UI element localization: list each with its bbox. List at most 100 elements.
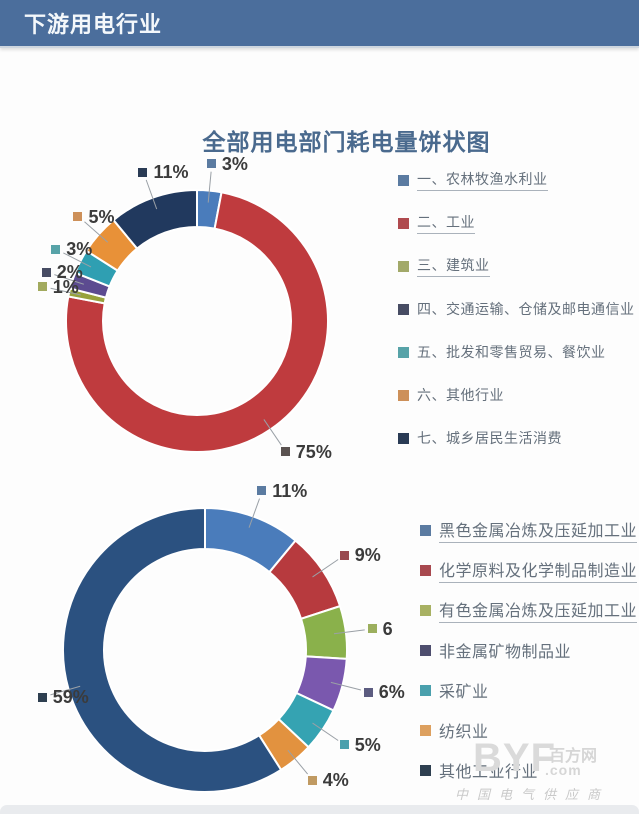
legend-label: 采矿业: [439, 684, 489, 701]
legend-industry-breakdown: 黑色金属冶炼及压延加工业 化学原料及化学制品制造业 有色金属冶炼及压延加工业 非…: [420, 520, 639, 800]
slice-label-marker: [206, 159, 216, 169]
legend-label: 五、批发和零售贸易、餐饮业: [417, 344, 606, 360]
leader-line: [207, 171, 212, 203]
slice-label-text: 59%: [52, 687, 89, 708]
slice-label: 75%: [280, 441, 332, 462]
pie-slice: [65, 191, 329, 453]
legend-item: 七、城乡居民生活消费: [398, 428, 639, 448]
legend-swatch: [398, 346, 409, 358]
slice-label-text: 11%: [153, 162, 189, 183]
legend-item: 有色金属冶炼及压延加工业: [420, 597, 639, 623]
slice-label-text: 9%: [354, 545, 381, 565]
legend-label: 四、交通运输、仓储及邮电通信业: [417, 301, 635, 317]
slice-label-text: 5%: [354, 734, 381, 755]
donut-chart-1-canvas: [50, 171, 329, 453]
legend-swatch: [398, 303, 409, 315]
slice-label-text: 75%: [295, 441, 332, 462]
slice-label: 59%: [37, 687, 89, 708]
legend-item: 六、其他行业: [398, 385, 639, 405]
leader-line: [145, 179, 158, 210]
pie-slice: [62, 506, 283, 793]
leader-line: [84, 221, 109, 243]
slice-label-text: 11%: [272, 480, 308, 501]
next-card-edge: [0, 805, 639, 814]
slice-label: 6: [367, 618, 393, 639]
slice-label-text: 6: [382, 618, 393, 639]
slice-label: 3%: [206, 155, 248, 173]
leader-line: [312, 722, 339, 741]
slice-label: 9%: [339, 545, 381, 565]
legend-swatch: [398, 174, 409, 186]
slice-label-text: 6%: [378, 682, 405, 703]
legend-item: 二、工业: [398, 212, 639, 234]
legend-label: 黑色金属冶炼及压延加工业: [439, 517, 638, 543]
slice-label-marker: [37, 692, 47, 702]
slice-label-marker: [73, 212, 83, 221]
legend-item: 非金属矿物制品业: [420, 640, 639, 661]
slice-label-text: 4%: [322, 770, 349, 791]
slice-label-marker: [37, 282, 47, 292]
leader-line: [330, 681, 362, 691]
legend-swatch: [420, 644, 431, 656]
slice-label: 2%: [41, 262, 83, 283]
legend-all-sectors: 一、农林牧渔水利业 二、工业 三、建筑业 四、交通运输、仓储及邮电通信业 五、批…: [398, 170, 639, 471]
chart-title: 全部用电部门耗电量饼状图: [202, 129, 491, 156]
slice-label-marker: [41, 267, 51, 277]
slice-label-text: 1%: [52, 276, 79, 297]
legend-item: 黑色金属冶炼及压延加工业: [420, 517, 639, 543]
legend-swatch: [420, 604, 431, 616]
legend-swatch: [398, 260, 409, 272]
donut-chart-all-sectors: 3% 75% 1% 2% 3% 5% 11%: [0, 150, 400, 495]
legend-item: 五、批发和零售贸易、餐饮业: [398, 342, 639, 362]
legend-label: 有色金属冶炼及压延加工业: [439, 597, 638, 623]
slice-label: 3%: [51, 240, 92, 258]
legend-swatch: [398, 217, 409, 229]
legend-item: 纺织业: [420, 720, 639, 741]
slice-label: 11%: [257, 482, 307, 500]
slice-label-marker: [51, 244, 61, 254]
section-header: 下游用电行业: [0, 0, 639, 48]
slice-label-marker: [138, 167, 148, 177]
legend-item: 四、交通运输、仓储及邮电通信业: [398, 299, 639, 319]
legend-label: 一、农林牧渔水利业: [417, 169, 548, 191]
leader-line: [333, 629, 365, 635]
legend-label: 纺织业: [439, 724, 489, 741]
legend-label: 非金属矿物制品业: [439, 644, 572, 661]
leader-line: [312, 559, 339, 578]
slice-label: 1%: [37, 276, 79, 297]
slice-label-marker: [367, 624, 377, 634]
legend-label: 六、其他行业: [417, 387, 504, 403]
slice-label-marker: [280, 447, 290, 457]
legend-swatch: [420, 724, 431, 736]
slice-label-marker: [363, 687, 373, 697]
slice-label-marker: [257, 486, 267, 496]
legend-swatch: [420, 764, 431, 776]
legend-item: 其他工业行业: [420, 760, 639, 781]
legend-swatch: [420, 684, 431, 696]
legend-item: 化学原料及化学制品制造业: [420, 557, 639, 583]
legend-swatch: [398, 389, 409, 401]
leader-line: [63, 252, 92, 268]
slice-label: 5%: [339, 734, 381, 755]
leader-line: [54, 274, 84, 285]
legend-label: 其他工业行业: [439, 764, 539, 781]
pie-slice: [112, 188, 198, 250]
leader-line: [287, 749, 309, 775]
slice-label: 4%: [307, 770, 349, 791]
legend-label: 化学原料及化学制品制造业: [439, 557, 638, 583]
slice-label-marker: [339, 740, 349, 750]
legend-item: 三、建筑业: [398, 255, 639, 277]
slice-label-marker: [307, 775, 317, 785]
donut-chart-industry-breakdown: 11% 9% 6 6% 5% 4% 59%: [0, 480, 405, 814]
legend-swatch: [420, 524, 431, 536]
slice-label: 6%: [363, 682, 405, 703]
leader-line: [263, 419, 282, 446]
slice-label-text: 2%: [56, 262, 83, 283]
legend-label: 二、工业: [417, 212, 475, 234]
slice-label-text: 5%: [88, 206, 115, 227]
leader-line: [50, 287, 81, 296]
slice-label-marker: [339, 550, 349, 560]
legend-label: 三、建筑业: [417, 255, 490, 277]
legend-swatch: [398, 432, 409, 444]
